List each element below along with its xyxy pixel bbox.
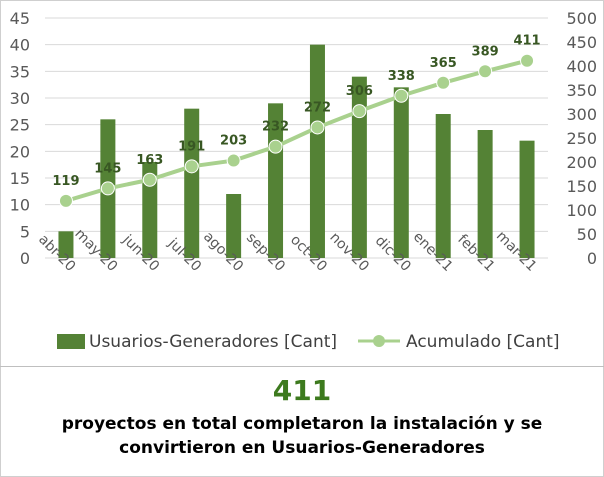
left-tick-label: 20 bbox=[10, 142, 30, 161]
line-point bbox=[520, 53, 535, 68]
legend-marker-line bbox=[373, 335, 385, 347]
legend-label-bars: Usuarios-Generadores [Cant] bbox=[89, 332, 337, 352]
left-tick-label: 40 bbox=[10, 36, 30, 55]
legend: Usuarios-Generadores [Cant] Acumulado [C… bbox=[57, 332, 560, 352]
data-label: 389 bbox=[472, 44, 499, 59]
line-point bbox=[184, 159, 199, 174]
right-tick-label: 0 bbox=[587, 249, 597, 268]
data-label: 365 bbox=[430, 56, 457, 71]
left-tick-label: 30 bbox=[10, 89, 30, 108]
data-label: 145 bbox=[94, 161, 121, 176]
right-axis: 0 50 100 150 200 250 300 350 400 450 500 bbox=[566, 9, 597, 268]
bar bbox=[435, 114, 451, 258]
data-label: 203 bbox=[220, 134, 247, 149]
data-label: 411 bbox=[513, 34, 540, 49]
right-tick-label: 400 bbox=[566, 57, 597, 76]
bar bbox=[477, 130, 493, 258]
line-point bbox=[268, 139, 283, 154]
right-tick-label: 350 bbox=[566, 81, 597, 100]
legend-swatch-bars bbox=[57, 334, 85, 349]
left-axis: 0 5 10 15 20 25 30 35 40 45 bbox=[10, 9, 30, 268]
data-label: 338 bbox=[388, 69, 415, 84]
line-point bbox=[310, 120, 325, 135]
line-point bbox=[226, 153, 241, 168]
data-label: 119 bbox=[52, 174, 79, 189]
right-tick-label: 250 bbox=[566, 129, 597, 148]
data-label: 191 bbox=[178, 139, 205, 154]
data-label: 232 bbox=[262, 120, 289, 135]
left-tick-label: 10 bbox=[10, 196, 30, 215]
bar bbox=[519, 140, 535, 258]
right-tick-label: 150 bbox=[566, 177, 597, 196]
summary-caption: proyectos en total completaron la instal… bbox=[61, 414, 543, 458]
line-point bbox=[478, 64, 493, 79]
line-point bbox=[436, 75, 451, 90]
left-tick-label: 25 bbox=[10, 116, 30, 135]
left-tick-label: 0 bbox=[20, 249, 30, 268]
bar bbox=[226, 194, 242, 258]
bar bbox=[58, 231, 74, 258]
bar bbox=[309, 44, 325, 258]
cumulative-line bbox=[65, 58, 528, 203]
left-tick-label: 5 bbox=[20, 222, 30, 241]
data-label: 272 bbox=[304, 100, 331, 115]
bar bbox=[184, 108, 200, 259]
right-tick-label: 300 bbox=[566, 105, 597, 124]
data-label: 306 bbox=[346, 84, 373, 99]
line-point bbox=[352, 104, 367, 119]
line-series: 119 145 163 191 203 232 272 306 338 365 389 411 bbox=[52, 34, 541, 208]
total-projects-value: 411 bbox=[272, 374, 332, 407]
right-tick-label: 450 bbox=[566, 33, 597, 52]
combo-chart: 0 5 10 15 20 25 30 35 40 45 0 50 100 150 200 250 300 350… bbox=[10, 9, 597, 352]
line-point bbox=[58, 193, 73, 208]
right-tick-label: 100 bbox=[566, 201, 597, 220]
line-point bbox=[394, 88, 409, 103]
data-label: 163 bbox=[136, 153, 163, 168]
divider bbox=[0, 366, 604, 367]
bar bbox=[351, 76, 367, 259]
legend-label-line: Acumulado [Cant] bbox=[406, 332, 560, 352]
bar bbox=[393, 87, 409, 258]
bar bbox=[142, 162, 158, 258]
left-tick-label: 15 bbox=[10, 169, 30, 188]
right-tick-label: 200 bbox=[566, 153, 597, 172]
line-point bbox=[100, 181, 115, 196]
left-tick-label: 35 bbox=[10, 62, 30, 81]
left-tick-label: 45 bbox=[10, 9, 30, 28]
gridlines bbox=[45, 17, 548, 259]
line-point bbox=[142, 172, 157, 187]
right-tick-label: 50 bbox=[577, 225, 597, 244]
right-tick-label: 500 bbox=[566, 9, 597, 28]
summary-footer: 411 proyectos en total completaron la in… bbox=[0, 368, 604, 476]
bar-series bbox=[58, 44, 535, 259]
